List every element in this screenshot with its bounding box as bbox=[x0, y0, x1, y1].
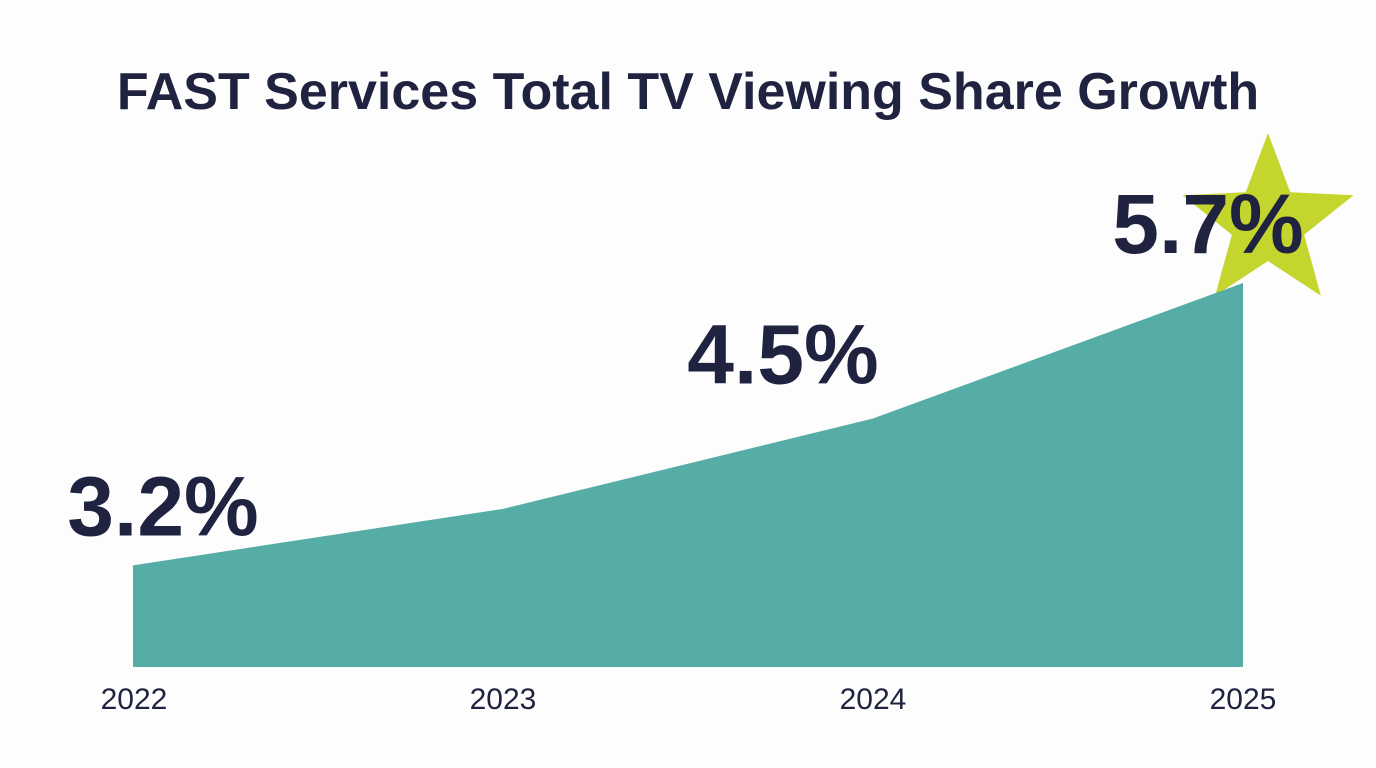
data-label-2024: 4.5% bbox=[687, 308, 878, 402]
x-tick-label-2024: 2024 bbox=[840, 683, 907, 716]
chart-title: FAST Services Total TV Viewing Share Gro… bbox=[116, 63, 1260, 121]
x-tick-label-2023: 2023 bbox=[470, 683, 537, 716]
data-label-2025: 5.7% bbox=[1112, 177, 1303, 271]
data-label-2022: 3.2% bbox=[67, 459, 258, 553]
x-tick-label-2025: 2025 bbox=[1210, 683, 1277, 716]
area-series bbox=[133, 283, 1243, 667]
x-tick-label-2022: 2022 bbox=[101, 683, 168, 716]
highlight-star-icon bbox=[1182, 133, 1354, 296]
